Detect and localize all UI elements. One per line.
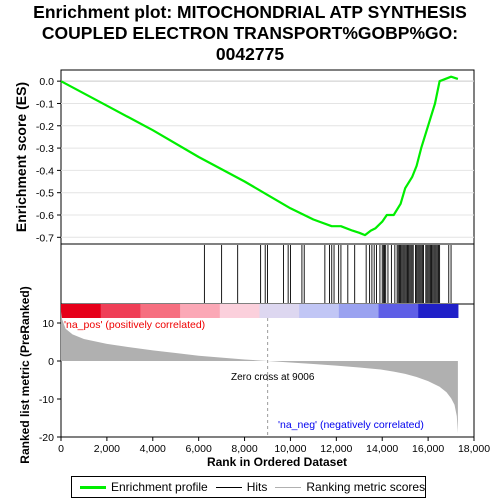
pos-correlated-label: 'na_pos' (positively correlated) [64,319,205,331]
es-tick-label-7: -0.7 [36,232,54,244]
chart-title-line-3: 0042775 [215,44,285,64]
x-tick-label-1: 2,000 [94,443,120,455]
legend-item-profile: Enrichment profile [80,480,208,494]
es-tick-label-6: -0.6 [36,210,54,222]
metric-tick-label-2: -10 [39,394,54,406]
x-tick-label-7: 14,000 [366,443,398,455]
x-tick-label-0: 0 [58,443,64,455]
metric-tick-label-1: 0 [48,356,54,368]
neg-correlated-label: 'na_neg' (negatively correlated) [278,419,424,431]
chart-title: Enrichment plot: MITOCHONDRIAL ATP SYNTH… [0,2,500,65]
heatmap-segment-4 [219,304,260,318]
heatmap-segment-9 [418,304,459,318]
legend-profile-label: Enrichment profile [111,480,208,494]
legend-ranking-label: Ranking metric scores [306,480,426,494]
x-axis-label: Rank in Ordered Dataset [207,455,347,469]
legend-hits-label: Hits [246,480,268,494]
es-tick-label-0: 0.0 [39,76,54,88]
legend-item-ranking: Ranking metric scores [275,480,425,494]
legend-profile-swatch [80,485,106,489]
legend: Enrichment profile Hits Ranking metric s… [71,476,426,498]
chart-title-line-1: Enrichment plot: MITOCHONDRIAL ATP SYNTH… [33,2,467,22]
es-tick-label-1: -0.1 [36,98,54,110]
heatmap-segment-5 [259,304,300,318]
chart-title-line-2: COUPLED ELECTRON TRANSPORT%GOBP%GO: [41,23,459,43]
x-tick-label-4: 8,000 [231,443,257,455]
legend-ranking-swatch [275,486,302,488]
legend-hits-swatch [215,486,242,488]
heatmap-segment-3 [180,304,221,318]
es-tick-label-4: -0.4 [36,165,54,177]
enrichment-profile-line [60,75,459,237]
es-tick-label-5: -0.5 [36,188,54,200]
heatmap-segment-8 [378,304,419,318]
heatmap-segment-0 [61,304,102,318]
heatmap-segment-2 [140,304,181,318]
heatmap-segment-6 [299,304,340,318]
metric-tick-label-3: -20 [39,432,54,444]
x-tick-label-2: 4,000 [140,443,166,455]
es-tick-label-3: -0.3 [36,143,54,155]
x-tick-label-3: 6,000 [186,443,212,455]
zero-cross-label: Zero cross at 9006 [231,372,315,383]
metric-axis-label: Ranked list metric (PreRanked) [18,286,32,463]
x-tick-label-5: 10,000 [274,443,306,455]
es-tick-label-2: -0.2 [36,121,54,133]
es-panel-frame [60,69,475,245]
heatmap-segment-1 [100,304,141,318]
heatmap-segment-7 [338,304,380,318]
es-axis-label: Enrichment score (ES) [13,82,29,232]
legend-item-hits: Hits [215,480,268,494]
x-tick-label-6: 12,000 [320,443,352,455]
x-tick-label-8: 16,000 [412,443,444,455]
metric-tick-label-0: 10 [42,318,54,330]
x-tick-label-9: 18,000 [458,443,490,455]
